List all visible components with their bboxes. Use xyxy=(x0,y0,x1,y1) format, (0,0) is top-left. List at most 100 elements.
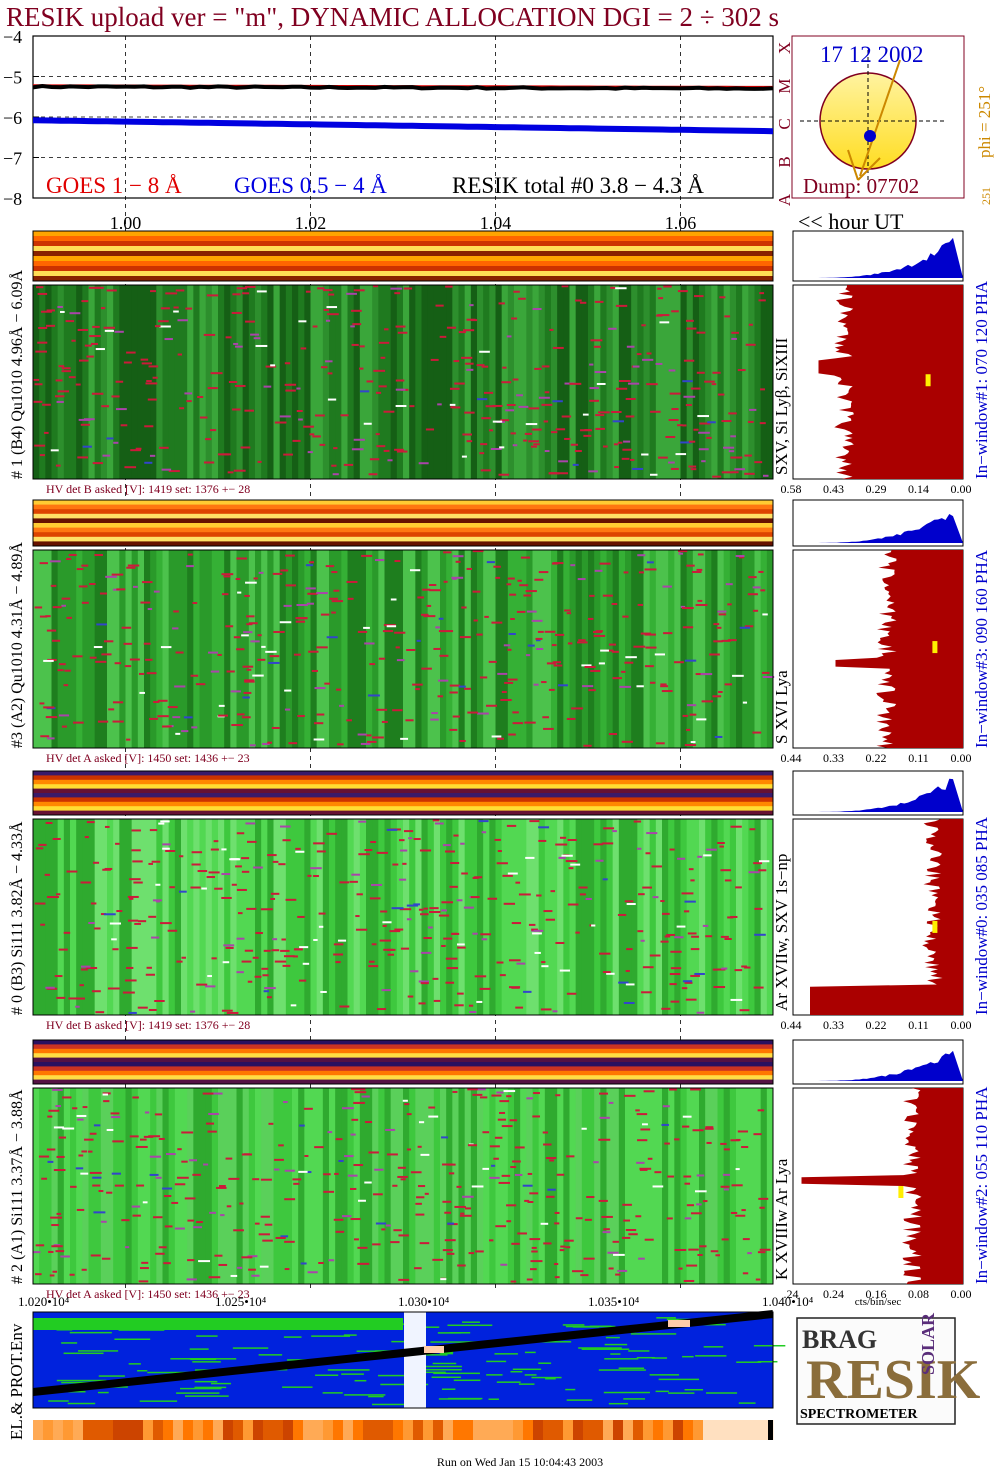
heatmap-event xyxy=(618,981,629,984)
heatmap-event xyxy=(759,422,766,425)
env-streak xyxy=(658,1378,700,1381)
heatmap-column xyxy=(736,285,743,479)
heatmap-event xyxy=(165,292,178,295)
heatmap-event xyxy=(503,644,511,647)
heatmap-event xyxy=(458,685,466,688)
heatmap-event xyxy=(589,399,600,402)
heatmap-event xyxy=(635,1215,642,1218)
heatmap-event xyxy=(439,654,449,657)
heatmap-event xyxy=(40,923,46,926)
heatmap-event xyxy=(727,603,732,606)
heatmap-event xyxy=(72,721,84,724)
heatmap-column xyxy=(218,819,225,1015)
heatmap-event xyxy=(260,1178,272,1181)
heatmap-event xyxy=(434,822,444,825)
heatmap-event xyxy=(449,387,460,390)
heatmap-column xyxy=(63,285,71,479)
heatmap-column xyxy=(569,1088,577,1284)
heatmap-event xyxy=(466,567,473,570)
heatmap-event xyxy=(272,572,283,575)
heatmap-event xyxy=(100,307,106,310)
heatmap-column xyxy=(242,819,250,1015)
heatmap-event xyxy=(667,1175,675,1178)
heatmap-event xyxy=(88,922,95,925)
heatmap-event xyxy=(126,566,136,569)
heatmap-column xyxy=(113,550,120,748)
heatmap-event xyxy=(155,1252,165,1255)
heatmap-event xyxy=(142,581,153,584)
heatmap-column xyxy=(594,285,601,479)
heatmap-event xyxy=(138,1280,149,1283)
heatmap-event xyxy=(449,691,458,694)
heatmap-event xyxy=(622,1236,631,1239)
heatmap-event xyxy=(230,690,241,693)
heatmap-event xyxy=(626,948,633,951)
heatmap-event xyxy=(691,935,699,938)
heatmap-event xyxy=(368,1151,379,1154)
heatmap-event xyxy=(102,454,111,457)
heatmap-event xyxy=(723,1148,730,1151)
heatmap-column xyxy=(285,1088,293,1284)
heatmap-event xyxy=(103,326,116,329)
heatmap-column xyxy=(218,550,225,748)
heatmap-event xyxy=(37,292,48,295)
heatmap-column xyxy=(637,285,644,479)
heatmap-event xyxy=(690,1212,702,1215)
heatmap-event xyxy=(602,842,614,845)
heatmap-column xyxy=(612,819,620,1015)
env-streak xyxy=(67,1402,96,1405)
heatmap-event xyxy=(505,409,515,412)
heatmap-event xyxy=(323,1190,334,1193)
heatmap-event xyxy=(99,592,107,595)
heatmap-event xyxy=(554,1276,560,1279)
heatmap-event xyxy=(228,381,238,384)
heatmap-event xyxy=(684,1182,691,1185)
env-strip-cell xyxy=(373,1420,384,1440)
heatmap-event xyxy=(657,287,662,290)
heatmap-event xyxy=(263,990,270,993)
hist-tick-label: 0.33 xyxy=(823,751,844,765)
heatmap-event xyxy=(132,1096,139,1099)
heatmap-column xyxy=(538,285,546,479)
heatmap-event xyxy=(599,1092,608,1095)
heatmap-event xyxy=(101,653,112,656)
heatmap-column xyxy=(82,550,89,748)
heatmap-frame xyxy=(32,1087,774,1285)
heatmap-event xyxy=(538,396,550,399)
heatmap-event xyxy=(546,662,557,665)
heatmap-event xyxy=(428,1106,436,1109)
heatmap-event xyxy=(86,355,94,358)
heatmap-event xyxy=(168,470,180,473)
heatmap-event xyxy=(688,1248,699,1251)
heatmap-column xyxy=(316,819,324,1015)
heatmap-event xyxy=(186,565,194,568)
heatmap-column xyxy=(532,550,540,748)
heatmap-event xyxy=(533,929,544,932)
heatmap-event xyxy=(491,621,503,624)
heatmap-column xyxy=(279,285,287,479)
heatmap-event xyxy=(444,1239,456,1242)
heatmap-event xyxy=(245,285,256,288)
heatmap-event xyxy=(162,1187,173,1190)
heatmap-column xyxy=(390,285,398,479)
heatmap-event xyxy=(138,672,145,675)
heatmap-event xyxy=(350,1218,361,1221)
heatmap-event xyxy=(606,972,615,975)
heatmap-event xyxy=(398,1278,410,1281)
heatmap-column xyxy=(174,819,182,1015)
heatmap-column xyxy=(557,819,564,1015)
heatmap-column xyxy=(507,1088,515,1284)
heatmap-event xyxy=(593,345,601,348)
heatmap-event xyxy=(484,615,489,618)
heatmap-event xyxy=(511,317,518,320)
hist-tick-label: 0.11 xyxy=(908,751,929,765)
heatmap-event xyxy=(461,455,467,458)
heatmap-column xyxy=(458,550,466,748)
heatmap-event xyxy=(223,944,235,947)
heatmap-event xyxy=(637,1139,648,1142)
heatmap-event xyxy=(221,896,232,899)
heatmap-event xyxy=(164,338,173,341)
heatmap-event xyxy=(535,637,543,640)
heatmap-event xyxy=(247,840,257,843)
heatmap-event xyxy=(357,630,368,633)
